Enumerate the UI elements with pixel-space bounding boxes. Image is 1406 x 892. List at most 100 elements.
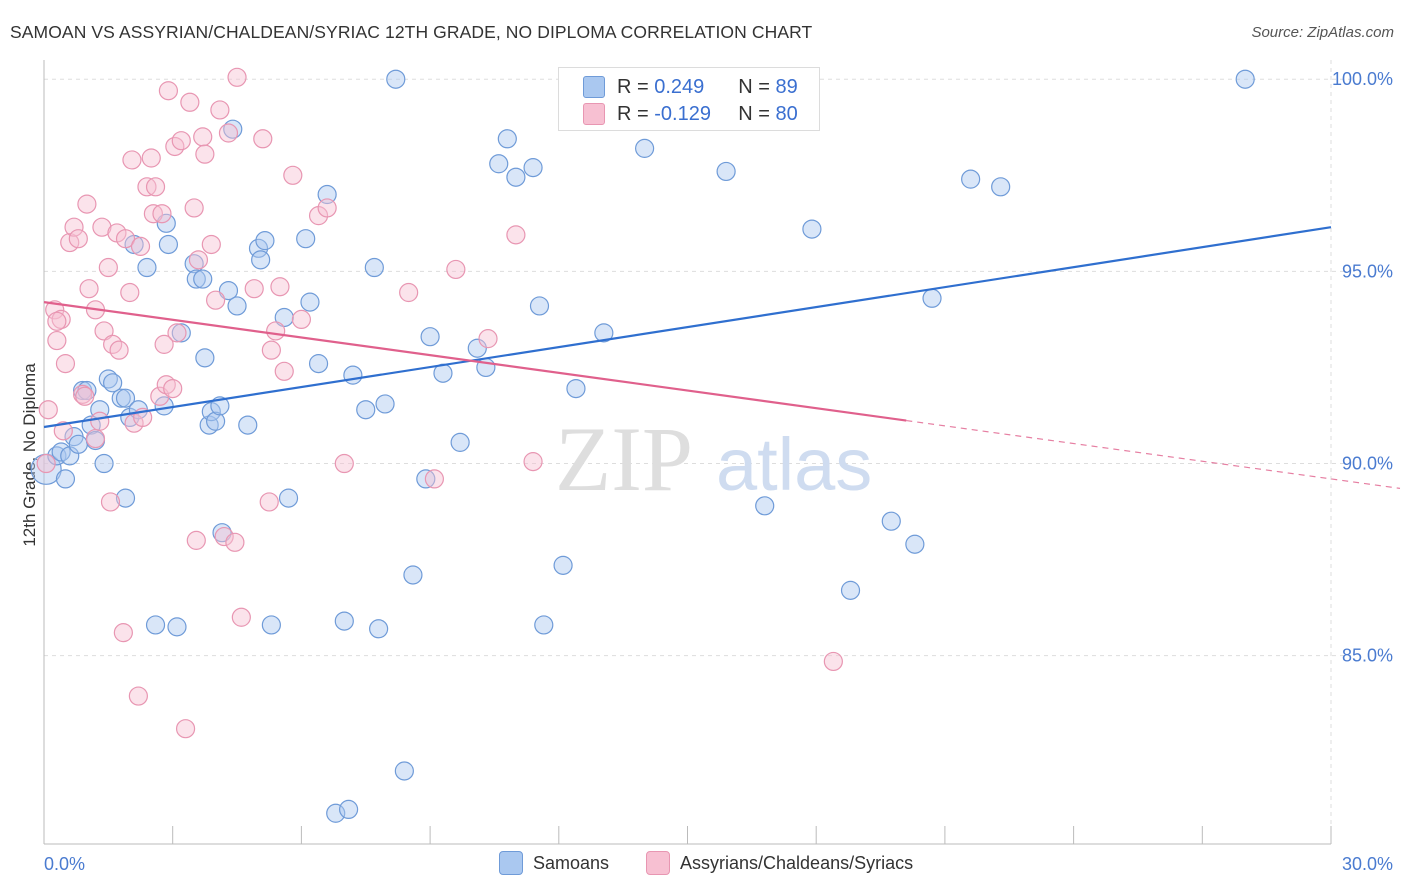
- watermark-atlas: atlas: [716, 423, 872, 506]
- legend-item-assyrians: Assyrians/Chaldeans/Syriacs: [646, 851, 913, 875]
- gridlines: [44, 60, 1351, 844]
- assyrian-point: [68, 229, 88, 249]
- assyrian-point: [64, 217, 84, 237]
- legend-label-samoans: Samoans: [533, 852, 610, 873]
- assyrian-point: [152, 204, 172, 224]
- correlation-legend: R = 0.249 N = 89 R = -0.129 N = 80: [558, 67, 820, 131]
- x-tick-label: 0.0%: [44, 854, 85, 874]
- samoan-point: [300, 292, 320, 312]
- legend-n-value: 80: [775, 102, 798, 125]
- assyrian-point: [47, 311, 67, 331]
- assyrian-point: [266, 321, 286, 341]
- samoan-point: [523, 158, 543, 178]
- samoan-point: [218, 280, 239, 301]
- assyrian-point: [90, 411, 110, 431]
- assyrian-point: [334, 453, 354, 474]
- assyrian-point: [270, 277, 290, 297]
- assyrian-point: [193, 127, 213, 147]
- samoan-point: [356, 400, 376, 420]
- y-tick-label: 90.0%: [1342, 454, 1393, 474]
- samoan-point: [506, 167, 526, 187]
- samoan-point: [193, 269, 213, 289]
- samoan-point: [534, 615, 554, 635]
- assyrian-point: [77, 194, 97, 214]
- assyrian-point: [109, 340, 129, 360]
- series-legend: Samoans Assyrians/Chaldeans/Syriacs: [0, 851, 1406, 877]
- samoan-point: [634, 138, 655, 158]
- tick-labels: 100.0% 95.0% 90.0% 85.0% 0.0% 30.0%: [44, 69, 1393, 874]
- samoan-point: [375, 394, 395, 414]
- samoan-point: [594, 323, 614, 343]
- assyrian-point: [154, 334, 174, 354]
- assyrian-point: [253, 129, 273, 149]
- samoan-point: [881, 511, 901, 531]
- legend-r-value: 0.249: [654, 75, 705, 98]
- data-points: [30, 67, 1255, 823]
- samoan-point: [991, 177, 1011, 197]
- samoan-point: [278, 488, 299, 508]
- samoan-point: [274, 307, 294, 328]
- assyrian-point: [100, 492, 121, 512]
- legend-n-value: 89: [775, 75, 798, 98]
- assyrian-point: [75, 386, 95, 406]
- samoan-point: [420, 327, 440, 347]
- assyrian-point: [186, 530, 206, 550]
- assyrian-point: [79, 279, 99, 299]
- assyrian-point: [55, 354, 76, 374]
- samoan-point: [334, 611, 354, 631]
- assyrian-point: [47, 330, 67, 351]
- legend-r-label: R =: [617, 102, 649, 125]
- samoan-point: [55, 469, 76, 489]
- assyrian-point: [823, 651, 843, 672]
- x-tick-label: 30.0%: [1342, 854, 1393, 874]
- samoan-point: [156, 213, 176, 233]
- legend-row-samoans: R = 0.249 N = 89: [583, 74, 798, 100]
- samoan-point: [553, 555, 573, 575]
- samoan-point: [566, 378, 586, 399]
- assyrian-point: [244, 279, 264, 299]
- y-tick-label: 100.0%: [1332, 69, 1393, 89]
- legend-item-samoans: Samoans: [499, 851, 609, 875]
- legend-swatch-blue: [583, 76, 605, 98]
- assyrian-point: [424, 469, 444, 489]
- assyrian-point: [94, 321, 114, 341]
- samoan-point: [248, 238, 269, 258]
- assyrian-point: [317, 198, 337, 218]
- assyrian-point: [523, 452, 543, 472]
- samoan-point: [840, 580, 861, 600]
- samoan-point: [94, 453, 114, 474]
- assyrian-point: [141, 148, 161, 168]
- legend-r-value: -0.129: [654, 102, 711, 125]
- samoan-point: [206, 411, 226, 431]
- assyrian-point: [171, 131, 191, 151]
- trend-lines: [43, 226, 1401, 489]
- watermark-zip: ZIP: [555, 408, 693, 510]
- samoan-point: [338, 799, 359, 820]
- assyrian-point: [283, 165, 303, 185]
- assyrian-point: [195, 144, 215, 164]
- assyrian-point: [184, 198, 204, 218]
- samoan-point: [905, 534, 925, 554]
- assyrian-point: [53, 421, 73, 441]
- assyrian-point: [120, 282, 140, 303]
- watermark: ZIP atlas: [555, 408, 872, 510]
- axes: [43, 60, 1332, 845]
- assyrian-point: [210, 100, 230, 120]
- samoan-point: [403, 565, 423, 585]
- assyrian-point: [36, 453, 56, 474]
- assyrian-point: [225, 532, 245, 552]
- legend-row-assyrians: R = -0.129 N = 80: [583, 101, 798, 127]
- samoan-trend-line: [43, 226, 1332, 429]
- assyrian-trend-line: [43, 301, 907, 422]
- assyrian-point: [122, 150, 142, 170]
- samoan-point: [308, 354, 329, 374]
- samoan-point: [261, 615, 281, 635]
- assyrian-point: [478, 329, 498, 349]
- legend-r-label: R =: [617, 75, 649, 98]
- legend-swatch-pink: [583, 103, 605, 125]
- assyrian-point: [98, 257, 118, 278]
- assyrian-point: [259, 492, 279, 512]
- samoan-point: [238, 415, 258, 435]
- samoan-point: [394, 761, 414, 781]
- legend-swatch-assyrians: [646, 851, 670, 875]
